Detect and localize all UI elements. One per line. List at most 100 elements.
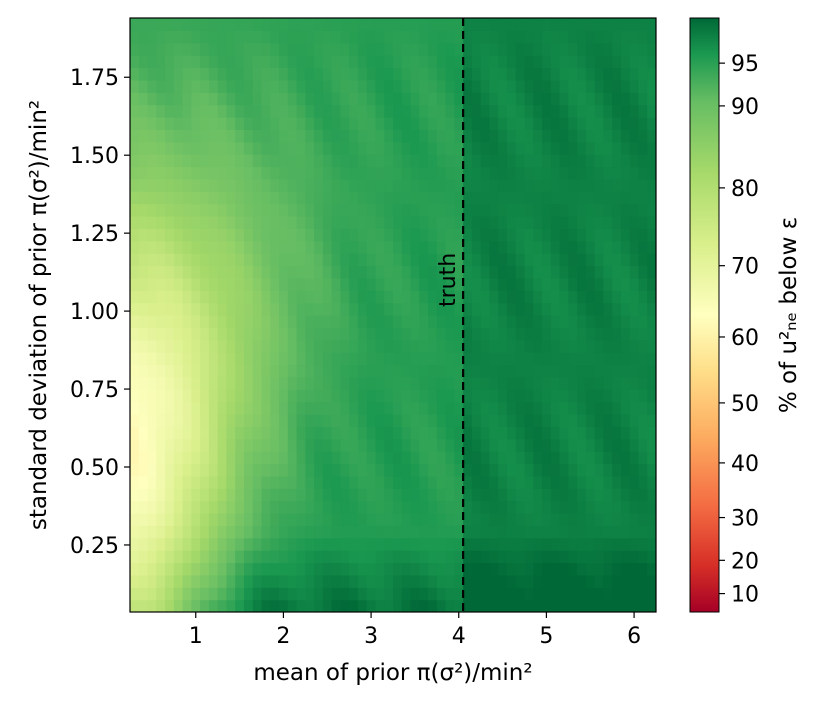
heatmap-cell	[375, 129, 385, 143]
heatmap-cell	[182, 574, 192, 588]
heatmap-cell	[366, 500, 377, 514]
heatmap-cell	[629, 426, 640, 440]
heatmap-cell	[489, 537, 499, 551]
heatmap-cell	[314, 277, 324, 291]
heatmap-cell	[322, 117, 333, 130]
heatmap-cell	[436, 599, 447, 612]
heatmap-cell	[612, 178, 622, 192]
heatmap-cell	[638, 537, 648, 551]
heatmap-cell	[147, 488, 157, 502]
heatmap-cell	[612, 426, 622, 440]
heatmap-cell	[200, 178, 210, 192]
heatmap-cell	[384, 587, 394, 601]
heatmap-cell	[235, 587, 245, 601]
heatmap-cell	[138, 376, 149, 390]
heatmap-cell	[173, 240, 184, 254]
heatmap-cell	[436, 141, 447, 155]
heatmap-cell	[375, 290, 385, 304]
heatmap-cell	[629, 302, 640, 316]
heatmap-cell	[612, 339, 622, 353]
heatmap-cell	[138, 92, 149, 106]
heatmap-cell	[208, 154, 219, 168]
heatmap-cell	[533, 203, 543, 217]
heatmap-cell	[577, 587, 587, 601]
heatmap-cell	[208, 141, 219, 155]
heatmap-cell	[480, 500, 491, 514]
heatmap-cell	[515, 166, 526, 180]
heatmap-cell	[638, 302, 648, 316]
heatmap-cell	[463, 451, 473, 465]
heatmap-cell	[506, 327, 517, 341]
heatmap-cell	[506, 42, 517, 56]
heatmap-cell	[252, 55, 263, 69]
heatmap-cell	[559, 216, 569, 229]
heatmap-cell	[191, 265, 201, 279]
heatmap-cell	[594, 18, 604, 31]
heatmap-cell	[533, 451, 543, 465]
heatmap-cell	[629, 352, 640, 366]
heatmap-cell	[340, 451, 350, 465]
heatmap-cell	[208, 315, 219, 328]
heatmap-cell	[559, 290, 569, 304]
heatmap-cell	[454, 438, 464, 452]
heatmap-cell	[585, 574, 596, 588]
heatmap-cell	[296, 129, 306, 143]
heatmap-cell	[515, 475, 526, 489]
heatmap-cell	[445, 216, 455, 229]
heatmap-cell	[410, 154, 420, 168]
heatmap-cell	[524, 562, 534, 576]
heatmap-cell	[200, 389, 210, 403]
heatmap-cell	[445, 141, 455, 155]
heatmap-cell	[130, 265, 140, 279]
heatmap-cell	[340, 587, 350, 601]
heatmap-cell	[612, 203, 622, 217]
heatmap-cell	[393, 525, 403, 539]
heatmap-cell	[156, 401, 166, 415]
heatmap-cell	[445, 475, 455, 489]
colorbar-tick-label: 20	[731, 549, 759, 574]
heatmap-cell	[454, 451, 464, 465]
heatmap-cell	[533, 141, 543, 155]
heatmap-cell	[340, 55, 350, 69]
heatmap-cell	[226, 265, 236, 279]
heatmap-cell	[603, 327, 613, 341]
heatmap-cell	[243, 599, 254, 612]
heatmap-cell	[261, 42, 271, 56]
heatmap-cell	[340, 401, 350, 415]
heatmap-cell	[165, 315, 175, 328]
heatmap-cell	[568, 18, 578, 31]
heatmap-cell	[533, 401, 543, 415]
heatmap-cell	[270, 500, 280, 514]
heatmap-cell	[410, 240, 420, 254]
heatmap-cell	[515, 30, 526, 44]
heatmap-cell	[252, 339, 263, 353]
heatmap-cell	[550, 500, 561, 514]
heatmap-cell	[235, 18, 245, 31]
heatmap-cell	[542, 550, 552, 564]
heatmap-cell	[296, 513, 306, 526]
heatmap-cell	[612, 92, 622, 106]
heatmap-cell	[357, 203, 368, 217]
heatmap-cell	[629, 178, 640, 192]
heatmap-cell	[506, 166, 517, 180]
heatmap-cell	[138, 463, 149, 477]
heatmap-cell	[480, 414, 491, 427]
heatmap-cell	[533, 438, 543, 452]
heatmap-cell	[208, 129, 219, 143]
heatmap-cell	[419, 550, 429, 564]
heatmap-cell	[243, 451, 254, 465]
heatmap-cell	[498, 228, 508, 242]
heatmap-cell	[524, 488, 534, 502]
heatmap-cell	[533, 389, 543, 403]
heatmap-cell	[138, 401, 149, 415]
heatmap-cell	[331, 414, 341, 427]
heatmap-cell	[603, 352, 613, 366]
heatmap-cell	[384, 129, 394, 143]
heatmap-cell	[445, 253, 455, 267]
heatmap-cell	[612, 253, 622, 267]
heatmap-cell	[322, 475, 333, 489]
heatmap-cell	[349, 550, 359, 564]
heatmap-cell	[243, 389, 254, 403]
heatmap-cell	[471, 265, 482, 279]
heatmap-cell	[647, 451, 656, 465]
